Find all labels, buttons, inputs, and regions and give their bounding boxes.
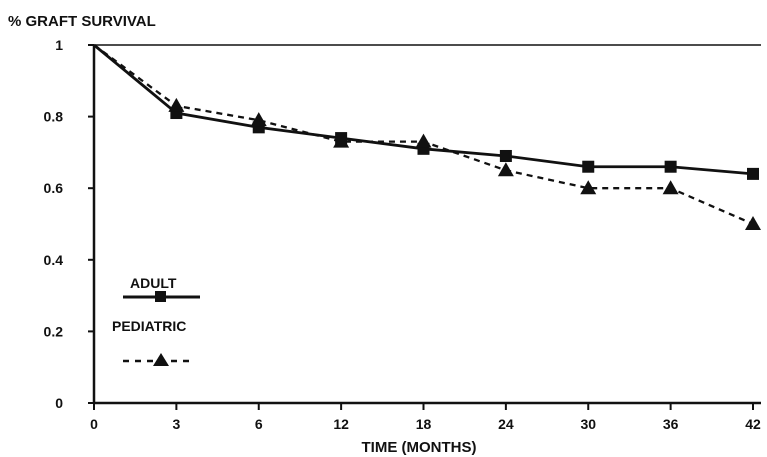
series-markers (168, 97, 761, 230)
data-point-pediatric (168, 97, 185, 112)
x-tick-label: 12 (333, 416, 349, 432)
legend-marker-pediatric (153, 353, 169, 366)
x-axis-label: TIME (MONTHS) (362, 439, 477, 456)
y-tick-label: 0.4 (44, 252, 64, 268)
legend: ADULT PEDIATRIC (112, 275, 200, 366)
data-point-adult (747, 167, 759, 180)
x-axis-ticks: 0 3 6 12 18 24 30 36 42 (90, 403, 761, 432)
data-point-pediatric (415, 133, 432, 148)
data-point-adult (582, 160, 595, 173)
y-axis-ticks: 0 0.2 0.4 0.6 0.8 1 (44, 37, 94, 411)
x-tick-label: 30 (580, 416, 596, 432)
x-tick-label: 36 (663, 416, 679, 432)
y-tick-label: 0.8 (44, 109, 64, 125)
y-tick-label: 0 (55, 395, 63, 411)
legend-label-pediatric: PEDIATRIC (112, 318, 186, 334)
data-point-pediatric (580, 180, 597, 195)
data-point-pediatric (250, 112, 267, 127)
x-tick-label: 18 (416, 416, 432, 432)
x-tick-label: 3 (172, 416, 180, 432)
legend-label-adult: ADULT (130, 275, 177, 291)
x-tick-label: 42 (745, 416, 761, 432)
y-tick-label: 1 (55, 37, 63, 53)
x-tick-label: 24 (498, 416, 514, 432)
x-tick-label: 6 (255, 416, 263, 432)
legend-marker-adult (155, 291, 166, 302)
data-point-pediatric (497, 162, 514, 177)
data-point-adult (664, 160, 677, 173)
y-axis-label: % GRAFT SURVIVAL (8, 13, 156, 30)
data-point-pediatric (333, 133, 350, 148)
y-tick-label: 0.6 (44, 180, 64, 196)
data-point-pediatric (745, 216, 761, 230)
x-tick-label: 0 (90, 416, 98, 432)
data-point-pediatric (662, 180, 679, 195)
y-tick-label: 0.2 (44, 323, 64, 339)
data-point-adult (499, 149, 512, 162)
axes (92, 44, 761, 405)
